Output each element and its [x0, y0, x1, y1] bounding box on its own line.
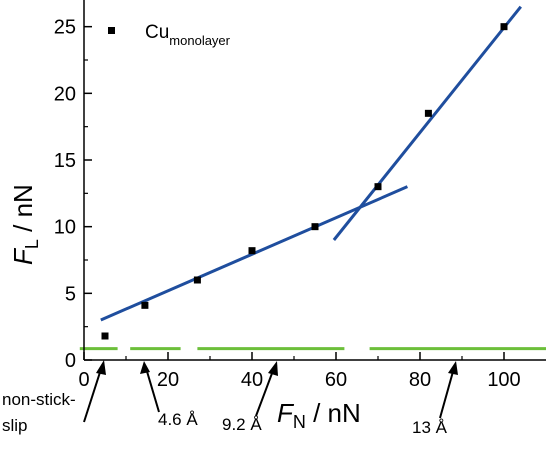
data-point: [141, 301, 149, 309]
data-point: [374, 183, 382, 191]
y-tick-label: 25: [54, 17, 76, 39]
arrow-head: [96, 360, 106, 375]
x-tick-label: 0: [78, 369, 89, 391]
annotation-label: 4.6 Å: [158, 410, 198, 429]
y-tick-label: 20: [54, 83, 76, 105]
x-tick-label: 80: [409, 369, 431, 391]
y-tick-label: 15: [54, 150, 76, 172]
y-tick-label: 10: [54, 217, 76, 239]
annotation-arrow: [439, 367, 455, 419]
fit-line-group: [100, 5, 522, 322]
y-axis-title: FL / nN: [8, 184, 42, 265]
legend: Cumonolayer: [108, 22, 231, 48]
legend-marker: [108, 27, 115, 34]
annotation-label: slip: [2, 416, 28, 435]
x-axis-title: FN / nN: [277, 398, 361, 432]
data-point: [193, 276, 201, 284]
annotation-arrow: [145, 367, 160, 413]
annotation-label: 13 Å: [412, 418, 448, 437]
annotation-arrow: [255, 367, 275, 417]
legend-label: Cumonolayer: [145, 22, 231, 48]
data-point: [101, 332, 109, 340]
data-point: [311, 223, 319, 231]
arrow-head: [448, 361, 458, 375]
annotation-4-6-angstrom: 4.6 Å: [140, 361, 198, 429]
annotation-non-stick-slip: non-stick- slip: [2, 360, 106, 435]
fit-line: [332, 5, 522, 241]
annotation-arrow: [83, 365, 103, 423]
data-point: [424, 109, 432, 117]
annotation-13-angstrom: 13 Å: [412, 361, 458, 437]
arrow-head: [140, 361, 150, 374]
data-point-group: [101, 23, 508, 340]
annotation-9-2-angstrom: 9.2 Å: [222, 361, 278, 434]
x-tick-label: 20: [157, 369, 179, 391]
data-point: [248, 247, 256, 255]
x-tick-label: 40: [241, 369, 263, 391]
arrow-head: [268, 361, 278, 376]
y-tick-label: 5: [65, 283, 76, 305]
data-point: [500, 23, 508, 31]
x-tick-label: 100: [487, 369, 520, 391]
annotation-label: 9.2 Å: [222, 415, 262, 434]
axes: [83, 0, 546, 361]
x-tick-label: 60: [325, 369, 347, 391]
annotation-label: non-stick-: [2, 390, 76, 409]
y-tick-label: 0: [65, 350, 76, 372]
